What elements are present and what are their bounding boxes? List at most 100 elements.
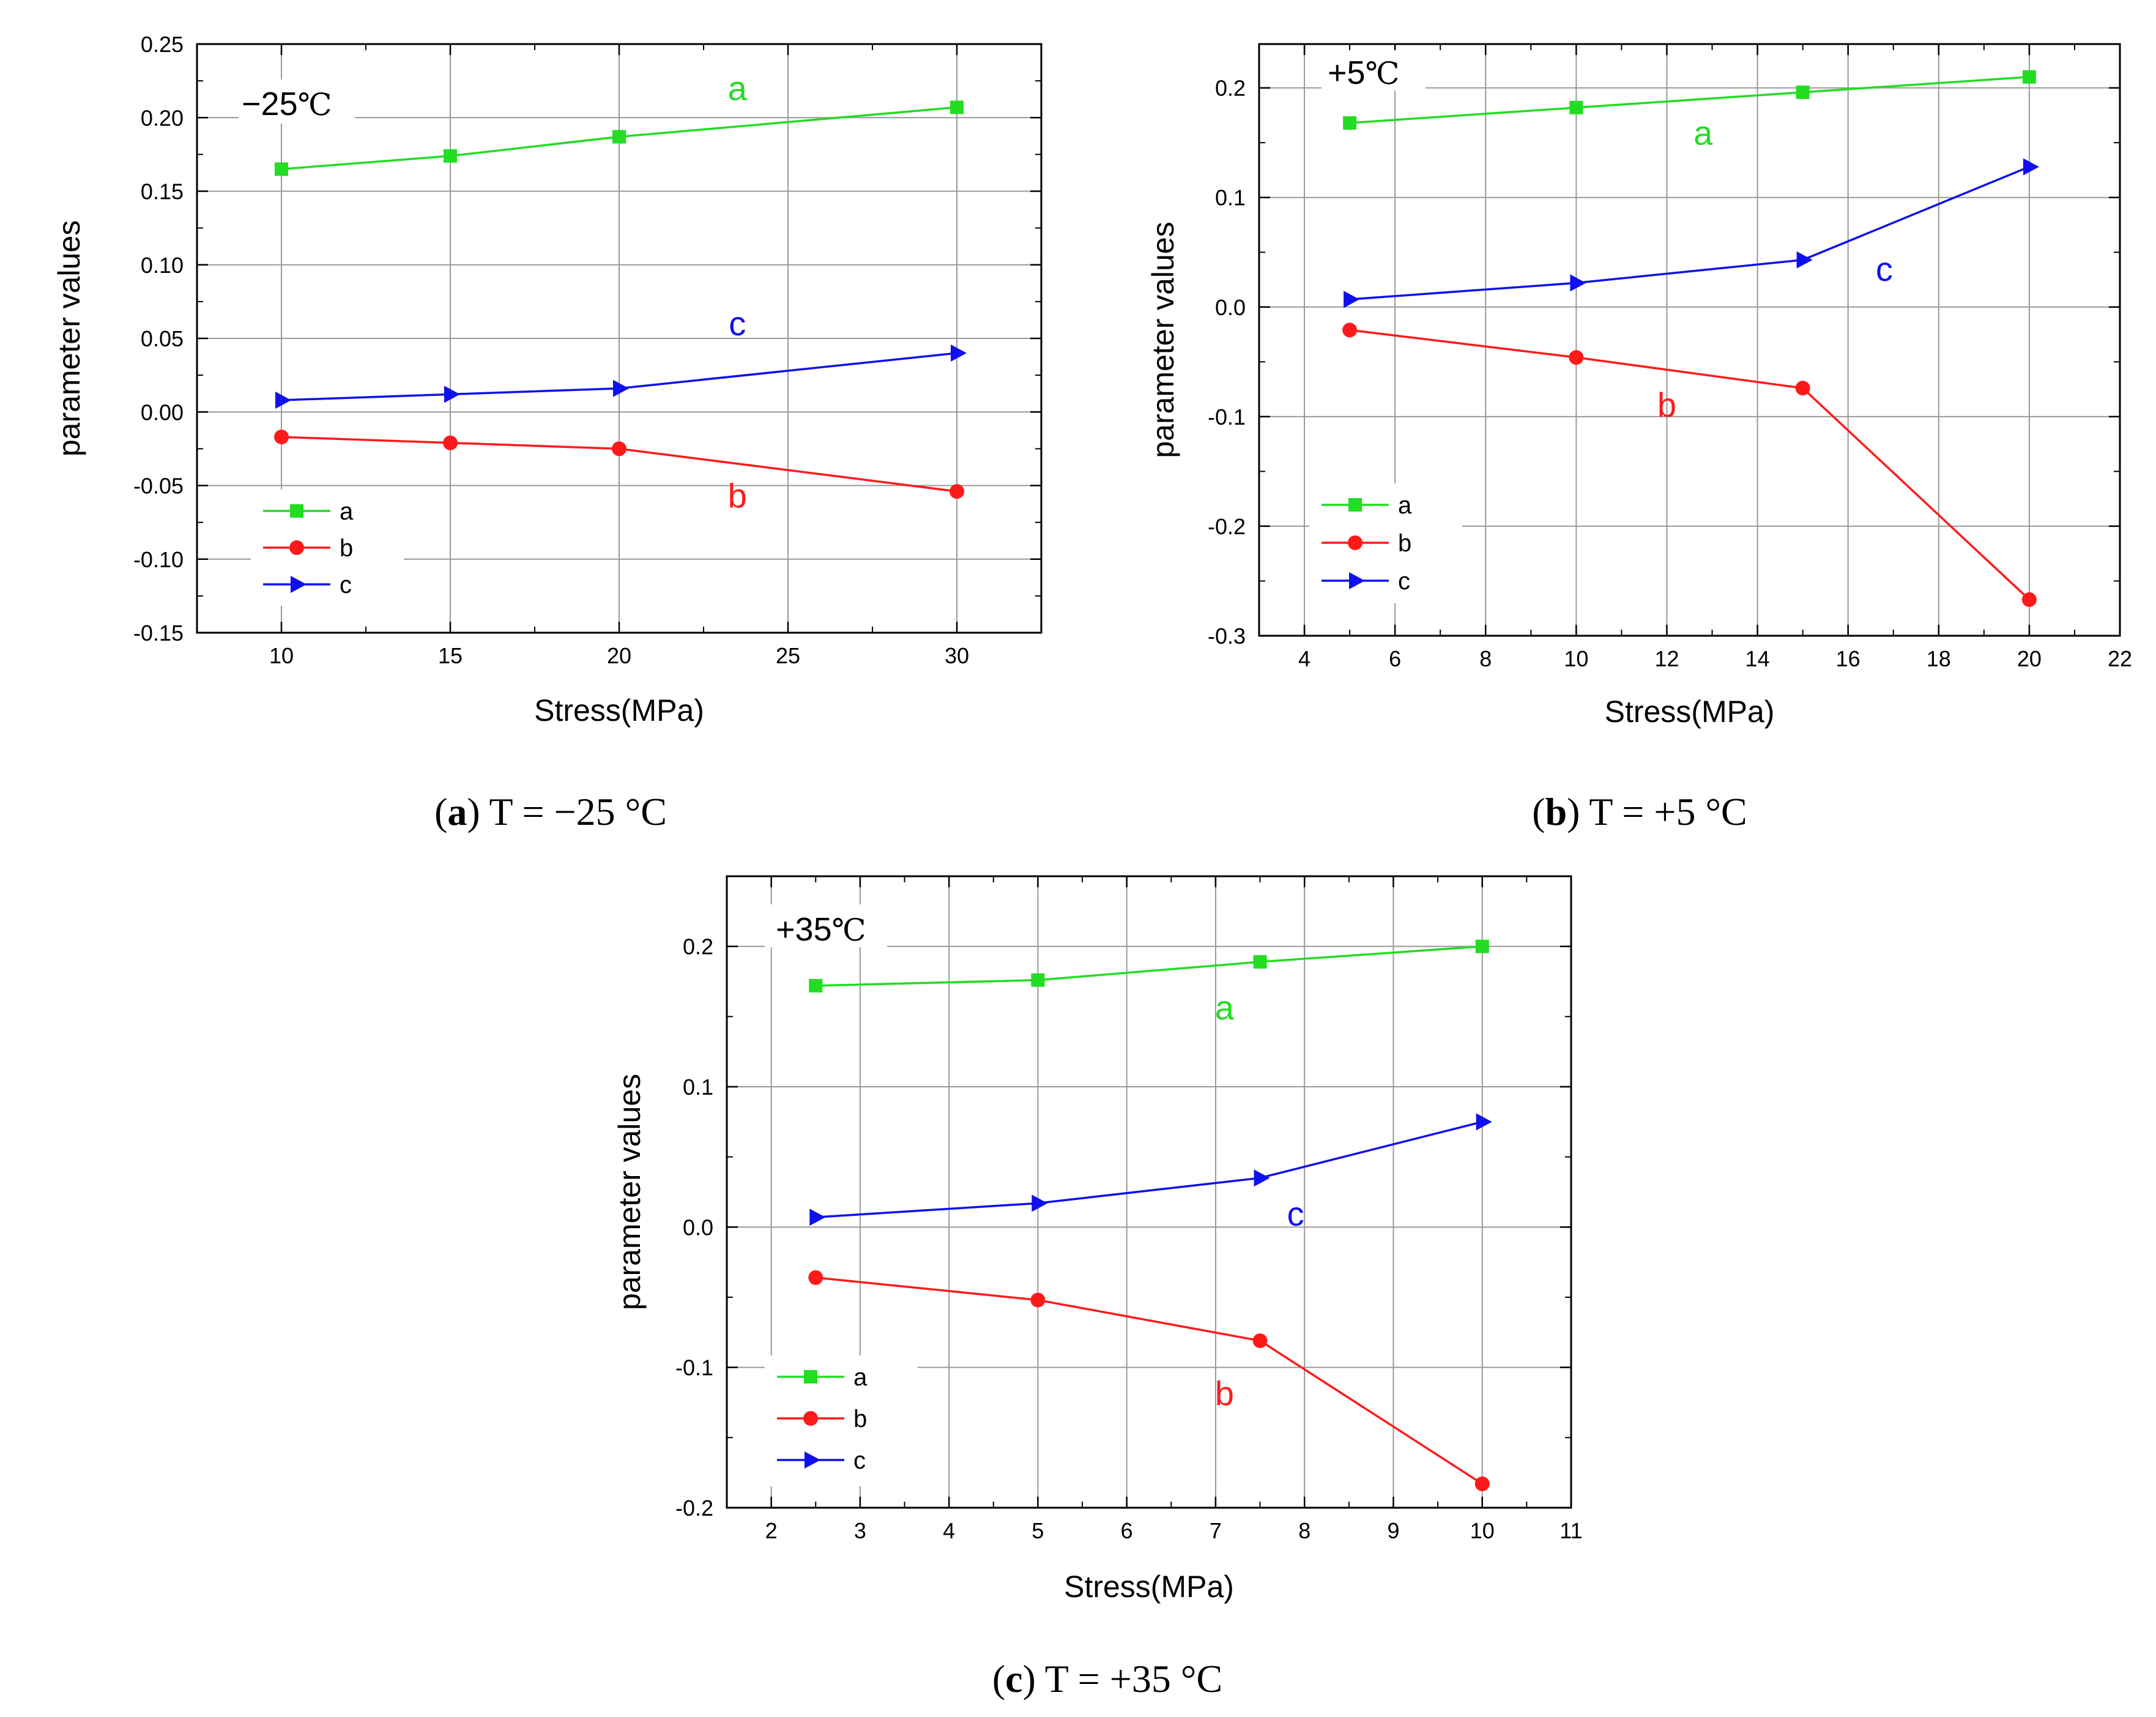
legend-label-b: b xyxy=(853,1406,867,1432)
series-a-point xyxy=(809,978,823,993)
x-tick-label: 2 xyxy=(765,1518,778,1543)
x-tick-label: 7 xyxy=(1210,1518,1222,1543)
series-c-point xyxy=(275,392,291,409)
series-a-point xyxy=(1569,100,1583,114)
series-a-point xyxy=(612,130,626,144)
series-label-a: a xyxy=(1693,114,1713,152)
x-axis-label: Stress(MPa) xyxy=(1064,1570,1234,1604)
legend-marker-c xyxy=(291,576,307,593)
y-tick-label: -0.15 xyxy=(133,620,184,646)
legend: abc xyxy=(765,1355,918,1486)
series-c xyxy=(1344,158,2039,308)
legend-marker-a xyxy=(804,1370,817,1384)
temperature-value: −25 xyxy=(242,86,298,122)
series-b-point xyxy=(612,441,626,456)
y-tick-label: 0.2 xyxy=(683,934,713,959)
series-label-b: b xyxy=(728,477,747,515)
series-c-point xyxy=(951,345,967,362)
legend-label-b: b xyxy=(1398,530,1411,557)
y-tick-label: 0.25 xyxy=(141,32,184,57)
series-c-point xyxy=(1796,251,1813,269)
y-tick-label: -0.10 xyxy=(133,547,184,572)
series-label-a: a xyxy=(728,69,748,107)
legend-marker-a xyxy=(1348,498,1362,512)
x-tick-label: 20 xyxy=(2017,646,2042,671)
y-tick-label: -0.05 xyxy=(133,474,184,499)
caption-letter: b xyxy=(1545,790,1567,833)
y-tick-label: 0.10 xyxy=(141,253,184,278)
x-tick-label: 5 xyxy=(1032,1518,1044,1543)
series-b xyxy=(808,1270,1490,1492)
series-a-line xyxy=(1349,75,2030,124)
series-c-point xyxy=(2023,158,2039,176)
caption-paren-close: ) xyxy=(1023,1657,1036,1700)
series-a xyxy=(1343,70,2036,130)
x-tick-label: 8 xyxy=(1479,646,1492,671)
series-b-point xyxy=(950,484,964,499)
series-c-point xyxy=(1344,291,1360,308)
x-tick-label: 18 xyxy=(1927,646,1951,671)
x-tick-label: 15 xyxy=(438,643,463,668)
x-axis-label: Stress(MPa) xyxy=(1605,695,1775,729)
legend-marker-c xyxy=(805,1451,820,1469)
x-tick-label: 10 xyxy=(1470,1518,1495,1543)
x-tick-label: 9 xyxy=(1387,1518,1399,1543)
x-tick-label: 3 xyxy=(854,1518,866,1543)
y-tick-label: 0.00 xyxy=(141,400,184,425)
panel-caption: (a) T = −25 °C xyxy=(434,790,667,833)
series-b-point xyxy=(443,435,458,450)
legend-label-c: c xyxy=(853,1447,866,1474)
x-tick-label: 10 xyxy=(1564,646,1588,671)
x-axis-label: Stress(MPa) xyxy=(534,693,704,728)
y-tick-label: 0.0 xyxy=(683,1215,713,1240)
series-label-b: b xyxy=(1215,1374,1234,1413)
panel-c: 2 3 4 5 6 7 8 9 10 11 -0.2 -0.1 0.0 0.1 0.2 Stress(MPa)… xyxy=(612,875,1583,1700)
series-b-point xyxy=(274,430,289,445)
y-tick-label: -0.1 xyxy=(1208,404,1246,430)
y-axis-label: parameter values xyxy=(1146,222,1180,458)
series-c-point xyxy=(1476,1113,1492,1131)
legend-label-a: a xyxy=(340,498,354,525)
temperature-label: +35℃ xyxy=(776,911,866,948)
series-c xyxy=(809,1113,1492,1226)
temperature-unit: ℃ xyxy=(832,912,866,948)
legend-background xyxy=(765,1355,918,1486)
y-tick-label: -0.2 xyxy=(1208,514,1246,539)
series-c-point xyxy=(1570,274,1586,292)
series-a-point xyxy=(444,149,457,163)
x-tick-label: 6 xyxy=(1121,1518,1133,1543)
series-a-point xyxy=(1343,116,1357,130)
y-tick-label: -0.1 xyxy=(675,1355,713,1380)
y-tick-label: -0.3 xyxy=(1208,624,1246,649)
gridlines xyxy=(1259,44,2120,636)
y-tick-label: 0.0 xyxy=(1215,295,1246,320)
temperature-label: −25℃ xyxy=(242,86,332,122)
legend-label-b: b xyxy=(340,535,353,562)
legend-marker-a xyxy=(290,504,303,518)
x-tick-label: 22 xyxy=(2108,646,2132,671)
series-a-point xyxy=(1796,85,1810,99)
temperature-label-box xyxy=(765,904,887,947)
temperature-label: +5℃ xyxy=(1328,54,1400,91)
temperature-value: +5 xyxy=(1328,54,1366,91)
caption-letter: a xyxy=(447,790,467,833)
legend-label-a: a xyxy=(1398,492,1412,519)
y-tick-label: 0.1 xyxy=(683,1075,713,1100)
gridlines xyxy=(727,876,1571,1508)
temperature-unit: ℃ xyxy=(298,87,332,122)
legend: abc xyxy=(1309,483,1462,603)
series-label-c: c xyxy=(1876,250,1893,288)
temperature-label-box xyxy=(239,80,355,124)
plot-frame xyxy=(726,875,1572,1509)
series-b-point xyxy=(2021,592,2037,607)
series-c-line xyxy=(281,352,957,401)
series-c-point xyxy=(444,385,460,403)
series-a-point xyxy=(275,162,288,176)
caption-paren-open: ( xyxy=(434,790,447,833)
panel-caption: (b) T = +5 °C xyxy=(1532,790,1747,833)
plot-frame xyxy=(1258,43,2121,637)
series-c xyxy=(275,345,967,409)
x-tick-label: 4 xyxy=(1298,646,1310,671)
caption-text: T = +5 °C xyxy=(1580,790,1747,833)
caption-text: T = −25 °C xyxy=(480,790,667,833)
